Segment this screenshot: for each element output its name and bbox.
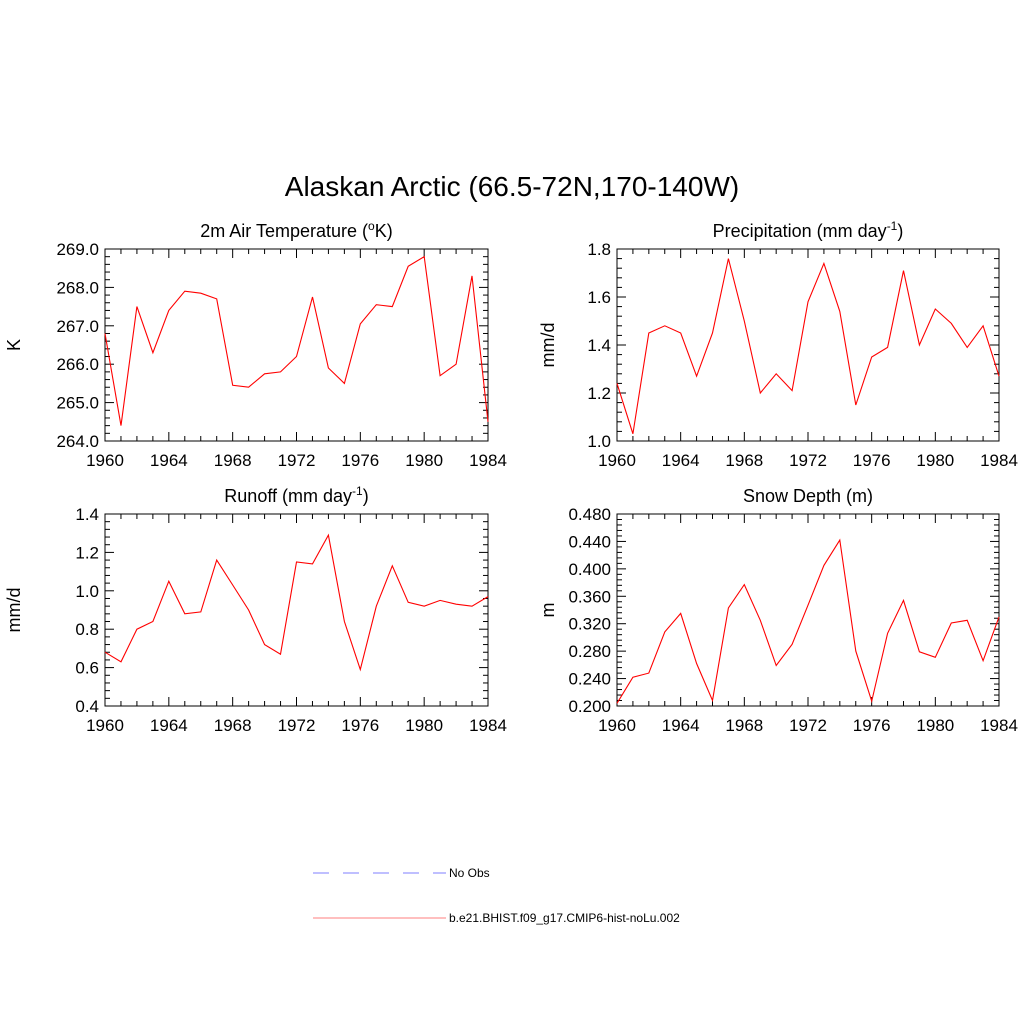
panel-snow-depth: 1960 1964 1968 1972 1976 1980 1984 0.200 0.240 0.… (538, 486, 1018, 735)
y-tick-label: 1.4 (587, 336, 611, 355)
x-tick-label: 1960 (598, 716, 636, 735)
x-tick-label: 1980 (405, 716, 443, 735)
x-tick-label: 1984 (980, 716, 1018, 735)
y-tick-label: 1.2 (587, 384, 611, 403)
x-tick-label: 1976 (341, 451, 379, 470)
x-tick-label: 1984 (469, 451, 507, 470)
x-tick-label: 1968 (725, 451, 763, 470)
x-tick-label: 1964 (150, 451, 188, 470)
panel-runoff: 1960 1964 1968 1972 1976 1980 1984 0.4 0.6 0.8 1.0… (4, 484, 507, 735)
y-tick-label: 264.0 (56, 432, 99, 451)
y-tick-label: 0.6 (75, 659, 99, 678)
x-tick-label: 1976 (853, 451, 891, 470)
x-tick-label: 1968 (725, 716, 763, 735)
panels-group: 1960 1964 1968 1972 1976 1980 1984 264.0 265.0 26… (4, 219, 1018, 735)
x-tick-label: 1976 (341, 716, 379, 735)
y-tick-label: 268.0 (56, 278, 99, 297)
x-tick-label: 1984 (980, 451, 1018, 470)
y-tick-label: 1.4 (75, 505, 99, 524)
legend-label-model: b.e21.BHIST.f09_g17.CMIP6-hist-noLu.002 (449, 911, 680, 925)
y-tick-label: 0.360 (568, 587, 611, 606)
legend: No Obs b.e21.BHIST.f09_g17.CMIP6-hist-no… (313, 866, 680, 925)
y-tick-label: 0.440 (568, 532, 611, 551)
y-tick-label: 269.0 (56, 240, 99, 259)
legend-label-obs: No Obs (449, 866, 490, 880)
y-axis-label: m (538, 603, 558, 618)
x-tick-label: 1964 (662, 451, 700, 470)
y-tick-label: 0.240 (568, 670, 611, 689)
x-tick-label: 1976 (853, 716, 891, 735)
series-line (616, 258, 1000, 434)
panel-title: Snow Depth (m) (743, 486, 873, 506)
y-tick-label: 266.0 (56, 355, 99, 374)
panel-title: 2m Air Temperature (oK) (200, 219, 392, 241)
x-tick-label: 1972 (789, 716, 827, 735)
x-tick-label: 1980 (405, 451, 443, 470)
y-tick-label: 0.4 (75, 697, 99, 716)
y-tick-label: 0.400 (568, 560, 611, 579)
x-tick-label: 1968 (214, 451, 252, 470)
x-tick-label: 1972 (278, 451, 316, 470)
x-tick-label: 1972 (278, 716, 316, 735)
panel-precipitation: 1960 1964 1968 1972 1976 1980 1984 1.0 1.2 1.4 1.6… (538, 219, 1018, 470)
series-line (616, 538, 1000, 704)
y-axis-label: mm/d (538, 323, 558, 368)
plot-frame (104, 248, 489, 442)
y-axis-label: mm/d (4, 588, 24, 633)
y-tick-label: 0.480 (568, 505, 611, 524)
x-tick-label: 1964 (662, 716, 700, 735)
panel-title: Precipitation (mm day-1) (713, 219, 904, 241)
y-axis-label: K (4, 339, 24, 351)
y-tick-label: 267.0 (56, 317, 99, 336)
x-tick-label: 1984 (469, 716, 507, 735)
x-tick-label: 1960 (86, 716, 124, 735)
plot-frame (616, 513, 1000, 707)
y-tick-label: 1.2 (75, 543, 99, 562)
plot-frame (616, 248, 1000, 442)
y-tick-label: 265.0 (56, 394, 99, 413)
y-tick-label: 1.6 (587, 288, 611, 307)
y-tick-label: 0.280 (568, 642, 611, 661)
y-tick-label: 1.0 (587, 432, 611, 451)
panel-title: Runoff (mm day-1) (224, 484, 368, 506)
y-tick-label: 0.200 (568, 697, 611, 716)
x-tick-label: 1960 (86, 451, 124, 470)
panel-temperature: 1960 1964 1968 1972 1976 1980 1984 264.0 265.0 26… (4, 219, 507, 470)
series-line (104, 255, 489, 426)
x-tick-label: 1972 (789, 451, 827, 470)
x-tick-label: 1968 (214, 716, 252, 735)
y-tick-label: 0.320 (568, 615, 611, 634)
series-line (104, 533, 489, 672)
y-tick-label: 1.8 (587, 240, 611, 259)
figure-title: Alaskan Arctic (66.5-72N,170-140W) (285, 171, 739, 202)
x-tick-label: 1980 (916, 716, 954, 735)
y-tick-label: 0.8 (75, 620, 99, 639)
y-tick-label: 1.0 (75, 582, 99, 601)
x-tick-label: 1980 (916, 451, 954, 470)
x-tick-label: 1964 (150, 716, 188, 735)
x-tick-label: 1960 (598, 451, 636, 470)
plot-frame (104, 513, 489, 707)
